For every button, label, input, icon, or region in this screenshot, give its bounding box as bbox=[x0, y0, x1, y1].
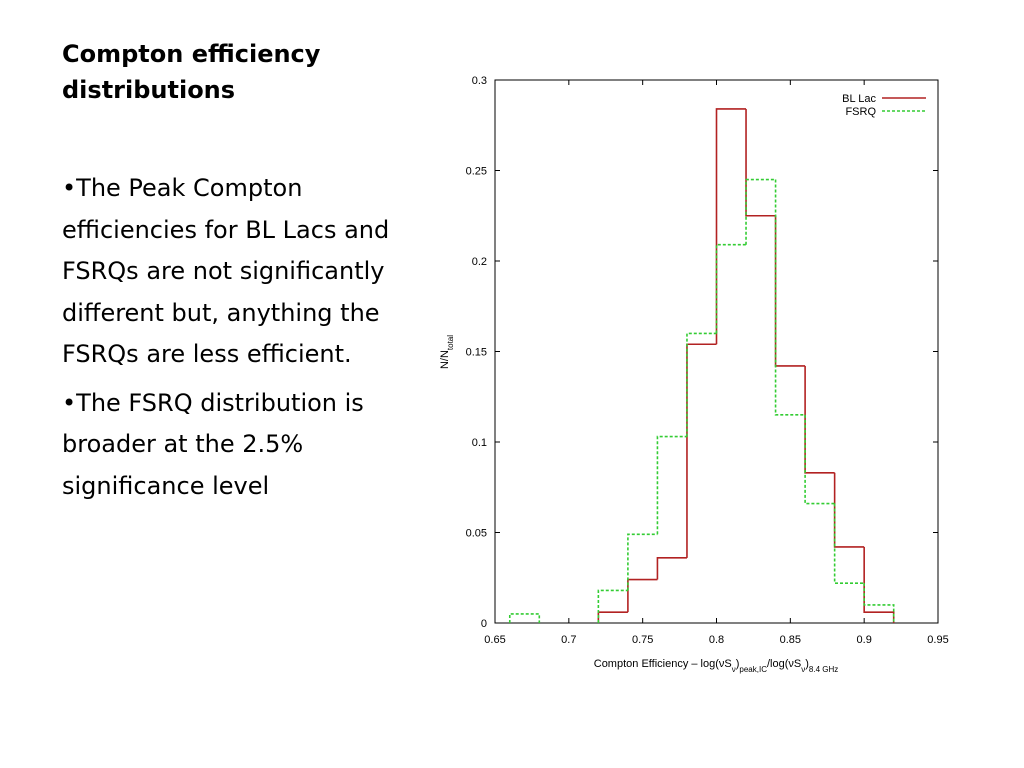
y-tick-label: 0 bbox=[481, 618, 487, 630]
x-tick-label: 0.95 bbox=[927, 634, 948, 646]
y-tick-label: 0.3 bbox=[472, 75, 487, 87]
bullet-item: •The Peak Compton efficiencies for BL La… bbox=[62, 174, 390, 368]
y-tick-label: 0.25 bbox=[466, 166, 487, 178]
axis-ticks: 0.65 0.7 0.75 0.8 0.85 0.9 0.95 0 0.05 0.1 0.15 0.2… bbox=[466, 75, 949, 646]
y-tick-label: 0.2 bbox=[472, 256, 487, 268]
series-line-fsrq bbox=[508, 178, 895, 623]
x-tick-label: 0.75 bbox=[632, 634, 653, 646]
slide-title: Compton efficiency distributions bbox=[62, 40, 321, 104]
x-tick-label: 0.85 bbox=[780, 634, 801, 646]
y-tick-label: 0.05 bbox=[466, 528, 487, 540]
series-layer bbox=[508, 108, 895, 623]
y-tick-label: 0.1 bbox=[472, 437, 487, 449]
x-tick-label: 0.9 bbox=[857, 634, 872, 646]
bullet-list: •The Peak Compton efficiencies for BL La… bbox=[62, 168, 392, 514]
y-axis-label: N/Ntotal bbox=[439, 335, 455, 369]
x-tick-label: 0.8 bbox=[709, 634, 724, 646]
series-line-bl-lac bbox=[597, 108, 895, 623]
bullet-item: •The FSRQ distribution is broader at the… bbox=[62, 388, 364, 500]
x-axis-label: Compton Efficiency – log(νSν)peak,IC/log… bbox=[594, 658, 839, 674]
histogram-chart: 0.65 0.7 0.75 0.8 0.85 0.9 0.95 0 0.05 0.1 0.15 0.2… bbox=[439, 75, 949, 674]
y-tick-label: 0.15 bbox=[466, 347, 487, 359]
x-tick-label: 0.65 bbox=[484, 634, 505, 646]
legend-label: FSRQ bbox=[845, 106, 876, 118]
x-tick-label: 0.7 bbox=[561, 634, 576, 646]
legend-label: BL Lac bbox=[842, 93, 876, 105]
